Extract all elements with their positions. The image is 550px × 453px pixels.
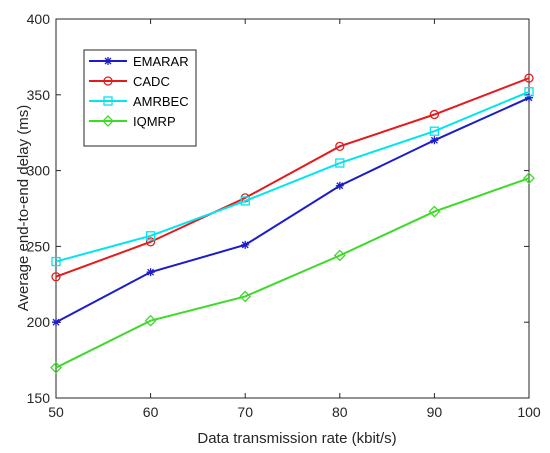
data-point bbox=[240, 196, 250, 206]
legend-item-iqmrp: IQMRP bbox=[89, 114, 176, 129]
data-point bbox=[51, 256, 61, 267]
x-tick-label: 60 bbox=[143, 404, 159, 420]
x-tick-label: 70 bbox=[237, 404, 253, 420]
series-line bbox=[55, 90, 530, 263]
data-point bbox=[241, 240, 250, 249]
data-point bbox=[524, 73, 534, 83]
data-point bbox=[523, 172, 535, 185]
y-axis-title: Average end-to-end delay (ms) bbox=[15, 105, 32, 312]
legend-box bbox=[83, 49, 197, 147]
x-axis-title: Data transmission rate (kbit/s) bbox=[197, 430, 396, 447]
data-point bbox=[146, 268, 155, 277]
data-point bbox=[335, 181, 344, 190]
x-tick-label: 90 bbox=[427, 404, 443, 420]
legend-label: AMRBEC bbox=[133, 94, 189, 109]
series-line bbox=[55, 77, 530, 278]
data-point bbox=[524, 87, 534, 97]
data-point bbox=[50, 361, 62, 374]
data-point bbox=[144, 314, 157, 327]
legend-item-emarar: EMARAR bbox=[89, 54, 189, 69]
series-amrbec bbox=[51, 87, 534, 267]
y-tick-label: 150 bbox=[27, 390, 51, 406]
x-tick-label: 50 bbox=[48, 404, 64, 420]
data-point bbox=[333, 249, 346, 262]
legend-label: EMARAR bbox=[133, 54, 189, 69]
data-point bbox=[429, 109, 440, 120]
legend-marker bbox=[102, 115, 114, 127]
data-point bbox=[429, 126, 440, 136]
plot-area bbox=[55, 18, 530, 399]
data-point bbox=[525, 93, 533, 102]
legend-marker bbox=[103, 96, 113, 106]
legend-marker bbox=[103, 76, 113, 86]
legend-label: IQMRP bbox=[133, 114, 176, 129]
y-tick-label: 250 bbox=[27, 238, 51, 254]
plot-frame bbox=[55, 18, 530, 399]
data-point bbox=[145, 231, 156, 241]
data-point bbox=[335, 158, 345, 168]
data-point bbox=[430, 136, 439, 145]
legend-item-amrbec: AMRBEC bbox=[89, 94, 189, 109]
y-tick-label: 350 bbox=[27, 87, 51, 103]
data-point bbox=[51, 272, 61, 282]
series-cadc bbox=[51, 73, 534, 282]
y-tick-label: 200 bbox=[27, 314, 51, 330]
legend-marker bbox=[104, 57, 112, 65]
series-emarar bbox=[52, 93, 533, 327]
data-point bbox=[145, 237, 156, 247]
data-point bbox=[335, 141, 345, 151]
legend-item-cadc: CADC bbox=[89, 74, 170, 89]
x-tick-label: 80 bbox=[332, 404, 348, 420]
data-point bbox=[52, 318, 60, 327]
series-layer bbox=[50, 73, 535, 374]
series-line bbox=[55, 96, 530, 324]
series-line bbox=[55, 177, 530, 369]
x-tick-label: 100 bbox=[517, 404, 541, 420]
series-iqmrp bbox=[50, 172, 535, 374]
y-tick-label: 400 bbox=[27, 11, 51, 27]
legend-label: CADC bbox=[133, 74, 170, 89]
data-point bbox=[239, 290, 252, 303]
axis-ticks: 50 60 70 80 90 100 150 200 250 300 350 400 bbox=[27, 11, 541, 420]
y-tick-label: 300 bbox=[27, 163, 51, 179]
data-point bbox=[428, 205, 441, 218]
legend: EMARAR CADC AMRBEC IQMRP bbox=[83, 49, 197, 147]
